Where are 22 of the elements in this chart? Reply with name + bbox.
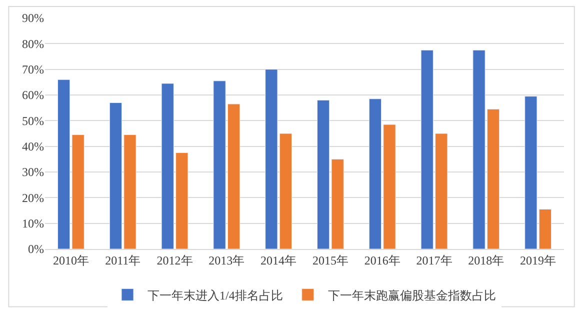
x-tick-label: 2012年	[156, 253, 193, 268]
x-tick-label: 2013年	[208, 253, 245, 268]
y-tick-label: 80%	[22, 36, 44, 51]
y-tick-label: 40%	[22, 140, 44, 154]
y-tick-label: 60%	[22, 88, 44, 102]
x-tick-label: 2015年	[312, 253, 348, 268]
x-tick-label: 2017年	[416, 253, 452, 268]
y-tick-label: 70%	[22, 62, 44, 77]
y-tick-label: 20%	[22, 190, 44, 205]
x-tick-label: 2018年	[468, 253, 504, 268]
y-tick-label: 10%	[22, 216, 44, 231]
x-tick-label: 2010年	[52, 253, 89, 268]
legend-label: 下一年末跑赢偏股基金指数占比	[328, 288, 496, 302]
x-tick-label: 2011年	[105, 253, 141, 268]
y-tick-label: 50%	[22, 114, 44, 128]
y-tick-label: 0%	[28, 242, 44, 256]
x-tick-label: 2016年	[364, 253, 400, 268]
legend-label: 下一年末进入1/4排名占比	[148, 288, 283, 302]
x-tick-label: 2019年	[520, 253, 556, 268]
y-tick-label: 30%	[22, 165, 44, 180]
x-tick-label: 2014年	[260, 253, 297, 268]
y-tick-label: 90%	[22, 11, 44, 26]
